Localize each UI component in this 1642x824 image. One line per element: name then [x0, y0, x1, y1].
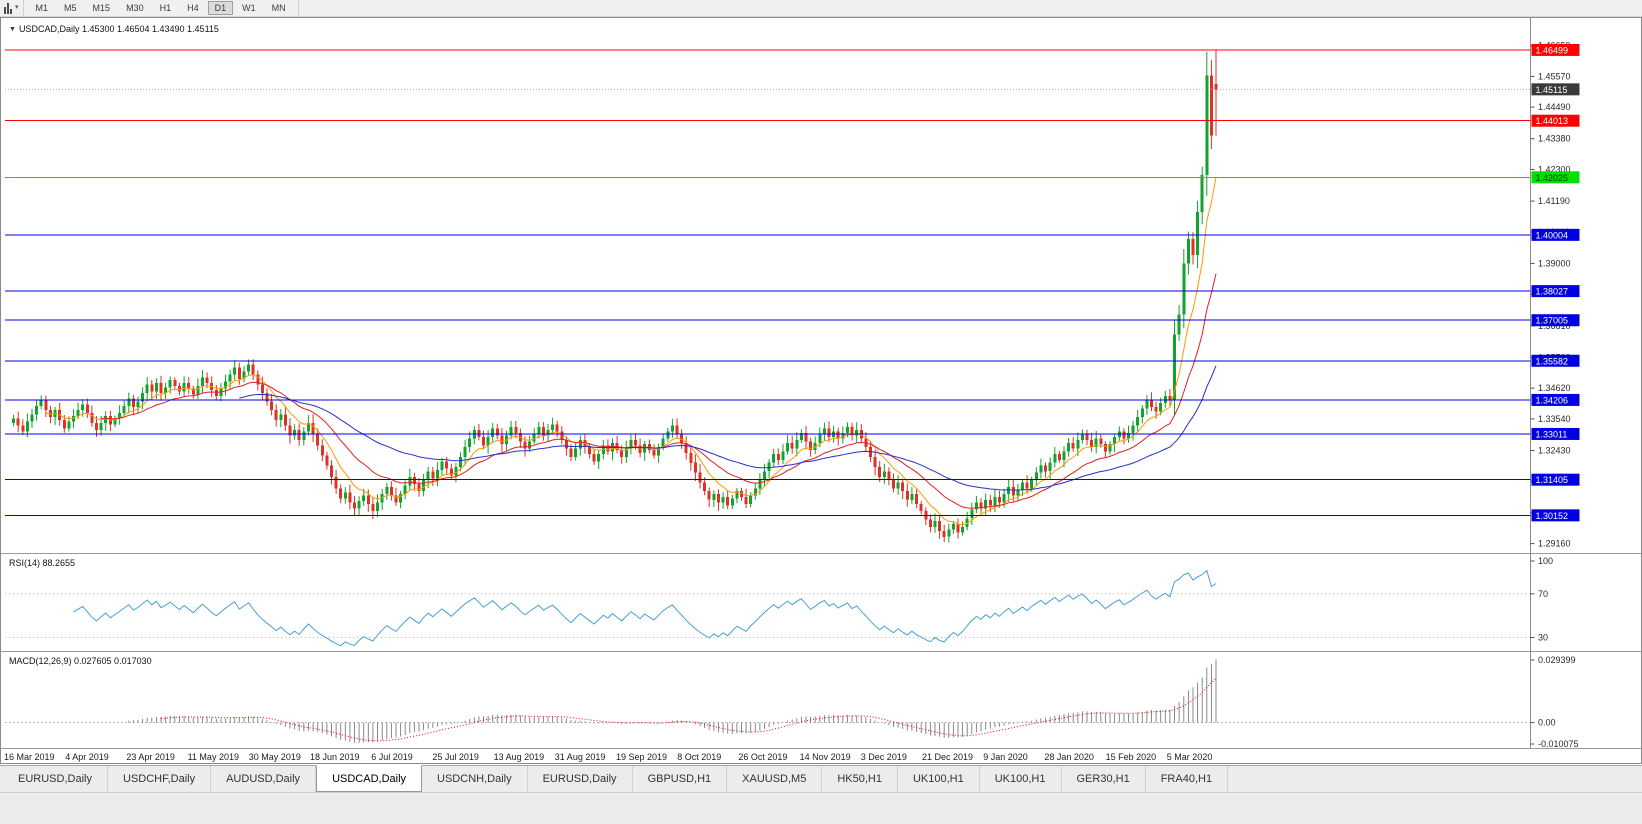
svg-text:1.34620: 1.34620 — [1538, 383, 1571, 393]
svg-text:1.42025: 1.42025 — [1536, 173, 1569, 183]
chart-tabbar: EURUSD,Daily USDCHF,Daily AUDUSD,Daily USDC… — [0, 765, 1642, 792]
timeframe-button-h4[interactable]: H4 — [187, 3, 199, 13]
chart-title-row: ▼ USDCAD,Daily 1.45300 1.46504 1.43490 1.… — [9, 24, 219, 34]
chart-tab-usdchf-daily[interactable]: USDCHF,Daily — [108, 766, 212, 792]
chart-title: USDCAD,Daily 1.45300 1.46504 1.43490 1.4… — [18, 24, 219, 34]
svg-text:8 Oct 2019: 8 Oct 2019 — [677, 752, 721, 762]
chart-tab-usdcad-daily[interactable]: USDCAD,Daily — [316, 765, 423, 792]
chart-tab-audusd-daily[interactable]: AUDUSD,Daily — [211, 766, 317, 792]
caret-down-icon[interactable]: ▾ — [15, 4, 19, 11]
svg-text:4 Apr 2019: 4 Apr 2019 — [65, 752, 109, 762]
toolbar: ▾ M1 M5 M15 M30 H1 H4 D1 W1 MN — [0, 0, 1642, 17]
timeframe-button-m15[interactable]: M15 — [92, 3, 111, 13]
svg-text:0.029399: 0.029399 — [1538, 655, 1576, 665]
rsi-label: RSI(14) 88.2655 — [9, 558, 76, 568]
svg-text:0.00: 0.00 — [1538, 718, 1556, 728]
chart-tab-xauusd-m5[interactable]: XAUUSD,M5 — [727, 766, 823, 792]
svg-text:1.33011: 1.33011 — [1536, 429, 1568, 439]
svg-text:1.44013: 1.44013 — [1536, 116, 1569, 126]
svg-text:1.30152: 1.30152 — [1536, 511, 1569, 521]
chart-tab-usdcnh-daily[interactable]: USDCNH,Daily — [422, 766, 528, 792]
svg-text:1.32430: 1.32430 — [1538, 445, 1571, 455]
svg-text:1.37005: 1.37005 — [1536, 316, 1569, 326]
chart-tab-gbpusd-h1[interactable]: GBPUSD,H1 — [633, 766, 728, 792]
svg-text:3 Dec 2019: 3 Dec 2019 — [861, 752, 907, 762]
timeframe-buttons: M1 M5 M15 M30 H1 H4 D1 W1 MN — [24, 0, 299, 16]
chart-tab-eurusd-daily[interactable]: EURUSD,Daily — [3, 766, 108, 792]
timeframe-button-m1[interactable]: M1 — [35, 3, 49, 13]
chart-dropdown-icon[interactable]: ▼ — [9, 26, 16, 33]
timeframe-button-d1[interactable]: D1 — [207, 1, 234, 15]
svg-text:6 Jul 2019: 6 Jul 2019 — [371, 752, 413, 762]
svg-text:70: 70 — [1538, 589, 1548, 599]
svg-text:1.43380: 1.43380 — [1538, 134, 1571, 144]
macd-panel: 0.029399 0.00 -0.010075 — [5, 655, 1579, 749]
chart-tab-ger30-h1[interactable]: GER30,H1 — [1062, 766, 1146, 792]
chart-frame — [0, 17, 1642, 764]
svg-text:1.35582: 1.35582 — [1536, 356, 1569, 366]
svg-text:5 Mar 2020: 5 Mar 2020 — [1167, 752, 1213, 762]
chart-tab-uk100-h1[interactable]: UK100,H1 — [980, 766, 1062, 792]
svg-text:1.34206: 1.34206 — [1536, 395, 1569, 405]
status-bar — [0, 792, 1642, 824]
chart-tab-eurusd-daily[interactable]: EURUSD,Daily — [528, 766, 633, 792]
timeframe-button-mn[interactable]: MN — [271, 3, 286, 13]
chart-tab-fra40-h1[interactable]: FRA40,H1 — [1146, 766, 1229, 792]
svg-text:1.45115: 1.45115 — [1536, 85, 1568, 95]
svg-text:26 Oct 2019: 26 Oct 2019 — [738, 752, 787, 762]
svg-text:1.45570: 1.45570 — [1538, 71, 1571, 81]
timeframe-button-m30[interactable]: M30 — [126, 3, 144, 13]
svg-text:-0.010075: -0.010075 — [1538, 739, 1579, 749]
chart-tab-hk50-h1[interactable]: HK50,H1 — [822, 766, 898, 792]
svg-text:1.46499: 1.46499 — [1536, 45, 1569, 55]
timeframe-button-m5[interactable]: M5 — [64, 3, 77, 13]
svg-text:1.38027: 1.38027 — [1536, 287, 1569, 297]
chart-tab-uk100-h1[interactable]: UK100,H1 — [898, 766, 980, 792]
svg-text:1.29160: 1.29160 — [1538, 539, 1571, 549]
svg-text:31 Aug 2019: 31 Aug 2019 — [555, 752, 606, 762]
svg-text:25 Jul 2019: 25 Jul 2019 — [432, 752, 479, 762]
svg-text:16 Mar 2019: 16 Mar 2019 — [4, 752, 55, 762]
candlestick-chart-icon[interactable] — [4, 2, 13, 14]
svg-text:14 Nov 2019: 14 Nov 2019 — [800, 752, 851, 762]
svg-text:15 Feb 2020: 15 Feb 2020 — [1106, 752, 1157, 762]
svg-text:30 May 2019: 30 May 2019 — [249, 752, 301, 762]
svg-text:1.44490: 1.44490 — [1538, 102, 1571, 112]
svg-text:18 Jun 2019: 18 Jun 2019 — [310, 752, 360, 762]
svg-text:1.42300: 1.42300 — [1538, 164, 1571, 174]
svg-text:11 May 2019: 11 May 2019 — [188, 752, 239, 762]
svg-text:13 Aug 2019: 13 Aug 2019 — [494, 752, 545, 762]
horizontal-lines-layer: 1.46499 1.44013 1.42025 1.40004 1.38027 1.370… — [5, 43, 1580, 522]
svg-text:30: 30 — [1538, 633, 1548, 643]
svg-text:1.31405: 1.31405 — [1536, 475, 1569, 485]
svg-text:1.39000: 1.39000 — [1538, 258, 1571, 268]
svg-text:9 Jan 2020: 9 Jan 2020 — [983, 752, 1028, 762]
time-axis: 16 Mar 2019 4 Apr 2019 23 Apr 2019 11 May 2… — [4, 752, 1212, 762]
chart-type-group[interactable]: ▾ — [0, 0, 24, 16]
timeframe-button-w1[interactable]: W1 — [242, 3, 256, 13]
macd-label: MACD(12,26,9) 0.027605 0.017030 — [9, 656, 152, 666]
svg-text:23 Apr 2019: 23 Apr 2019 — [126, 752, 175, 762]
rsi-panel: 100 70 30 — [5, 556, 1553, 647]
moving-averages-layer — [45, 177, 1217, 526]
svg-text:1.41190: 1.41190 — [1538, 196, 1570, 206]
svg-text:21 Dec 2019: 21 Dec 2019 — [922, 752, 973, 762]
timeframe-button-h1[interactable]: H1 — [159, 3, 172, 13]
svg-text:28 Jan 2020: 28 Jan 2020 — [1044, 752, 1094, 762]
svg-text:19 Sep 2019: 19 Sep 2019 — [616, 752, 667, 762]
svg-text:100: 100 — [1538, 556, 1553, 566]
svg-text:1.40004: 1.40004 — [1536, 230, 1569, 240]
svg-text:1.33540: 1.33540 — [1538, 414, 1571, 424]
